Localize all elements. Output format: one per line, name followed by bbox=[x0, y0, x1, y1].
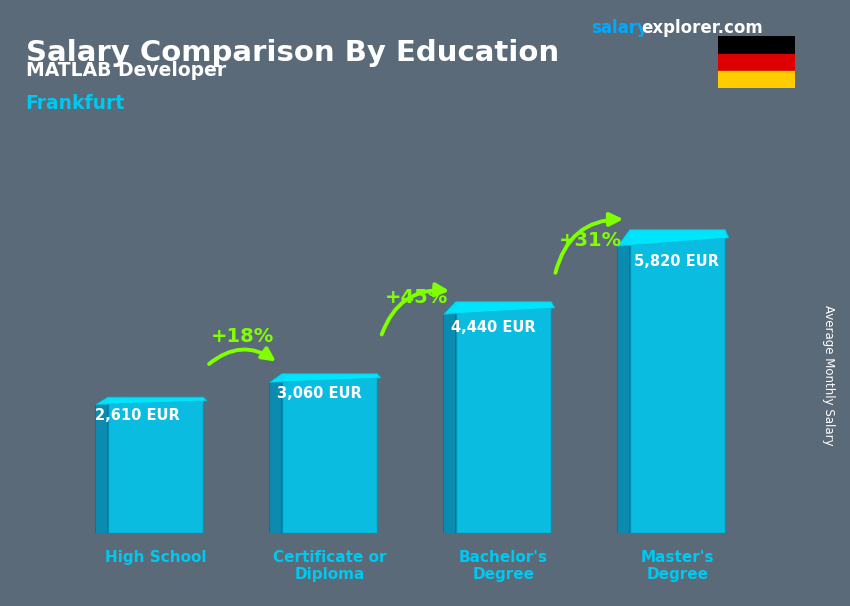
Text: MATLAB Developer: MATLAB Developer bbox=[26, 61, 226, 80]
FancyArrowPatch shape bbox=[555, 214, 619, 273]
FancyBboxPatch shape bbox=[630, 230, 725, 533]
Polygon shape bbox=[444, 302, 456, 533]
Text: Salary Comparison By Education: Salary Comparison By Education bbox=[26, 39, 558, 67]
Polygon shape bbox=[95, 397, 207, 405]
Polygon shape bbox=[444, 302, 555, 315]
Bar bbox=[718, 53, 795, 71]
Text: 3,060 EUR: 3,060 EUR bbox=[277, 387, 362, 401]
Text: 4,440 EUR: 4,440 EUR bbox=[451, 320, 536, 335]
Text: Frankfurt: Frankfurt bbox=[26, 94, 125, 113]
Bar bbox=[718, 71, 795, 88]
Text: 5,820 EUR: 5,820 EUR bbox=[634, 254, 719, 269]
Text: salary: salary bbox=[591, 19, 648, 38]
Bar bbox=[718, 36, 795, 53]
Polygon shape bbox=[617, 230, 630, 533]
FancyBboxPatch shape bbox=[456, 302, 552, 533]
Polygon shape bbox=[617, 230, 729, 246]
FancyArrowPatch shape bbox=[209, 348, 272, 364]
Text: +18%: +18% bbox=[211, 327, 275, 346]
FancyArrowPatch shape bbox=[382, 284, 445, 335]
Polygon shape bbox=[269, 373, 281, 533]
Text: Average Monthly Salary: Average Monthly Salary bbox=[822, 305, 836, 446]
Text: +45%: +45% bbox=[385, 288, 448, 307]
Polygon shape bbox=[95, 397, 108, 533]
Text: explorer.com: explorer.com bbox=[642, 19, 763, 38]
Text: 2,610 EUR: 2,610 EUR bbox=[94, 408, 179, 423]
Text: +31%: +31% bbox=[559, 231, 622, 250]
FancyBboxPatch shape bbox=[108, 397, 203, 533]
Polygon shape bbox=[269, 373, 381, 382]
FancyBboxPatch shape bbox=[281, 373, 377, 533]
